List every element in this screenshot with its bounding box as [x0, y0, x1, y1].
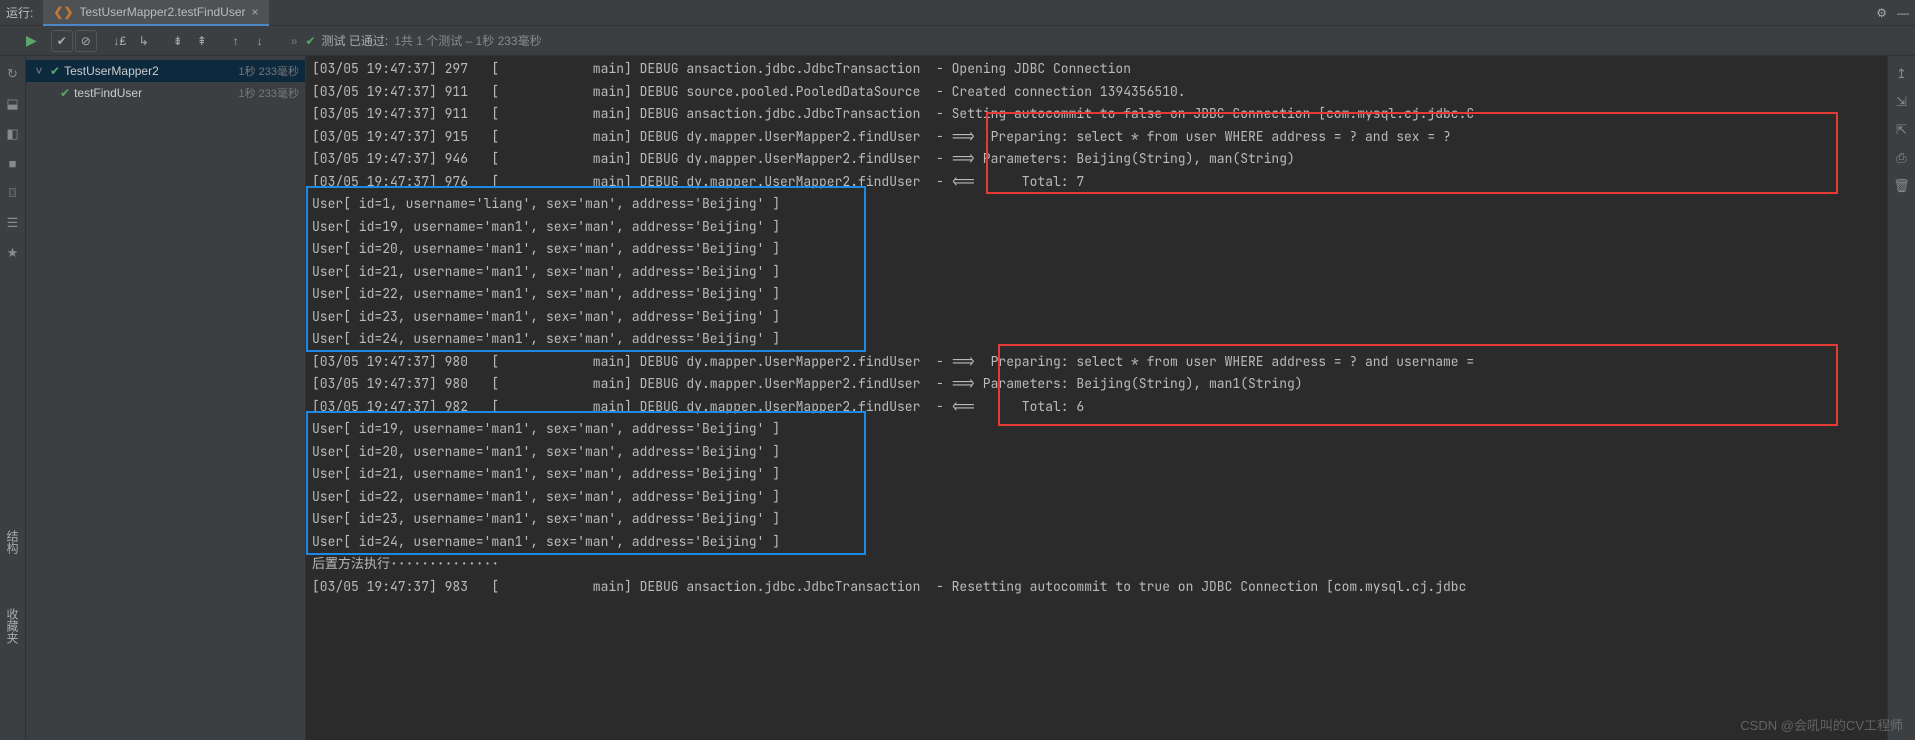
log-line: [03/05 19:47:37] 911 [ main] DEBUG ansac… — [312, 103, 1881, 126]
test-status: ✔ 测试 已通过: 1共 1 个测试 – 1秒 233毫秒 — [305, 32, 541, 49]
log-line: [03/05 19:47:37] 983 [ main] DEBUG ansac… — [312, 576, 1881, 599]
log-line: [03/05 19:47:37] 980 [ main] DEBUG dy.ma… — [312, 351, 1881, 374]
play-button[interactable]: ▶ — [26, 32, 37, 49]
log-line: User[ id=19, username='man1', sex='man',… — [312, 418, 1881, 441]
run-label: 运行: — [6, 4, 33, 21]
rerun-icon[interactable]: ↻ — [7, 66, 18, 82]
sort2-button[interactable]: ↳ — [133, 30, 155, 52]
expand-button[interactable]: ⇟ — [167, 30, 189, 52]
log-line: 后置方法执行·············· — [312, 553, 1881, 576]
test-root-row[interactable]: ˅ ✔ TestUserMapper2 1秒 233毫秒 — [26, 60, 305, 82]
gear-icon[interactable]: ⚙ — [1876, 6, 1887, 20]
check-icon: ✔ — [305, 34, 315, 48]
log-line: User[ id=1, username='liang', sex='man',… — [312, 193, 1881, 216]
layout2-icon[interactable]: ◧ — [6, 126, 18, 142]
debug-icon[interactable]: ⌼ — [9, 185, 17, 201]
header-actions: ⚙ — — [1876, 6, 1909, 20]
minimize-icon[interactable]: — — [1897, 6, 1909, 20]
softwrap2-icon[interactable]: ⇱ — [1896, 122, 1907, 138]
log-line: [03/05 19:47:37] 982 [ main] DEBUG dy.ma… — [312, 396, 1881, 419]
test-root-label: TestUserMapper2 — [64, 64, 238, 78]
log-line: User[ id=21, username='man1', sex='man',… — [312, 463, 1881, 486]
pass-filter-button[interactable]: ✔ — [51, 30, 73, 52]
chevron-down-icon[interactable]: ˅ — [32, 64, 46, 78]
check-icon: ✔ — [50, 64, 60, 78]
next-button[interactable]: ↓ — [249, 30, 271, 52]
test-root-time: 1秒 233毫秒 — [238, 63, 299, 79]
main-area: ↻ ⬓ ◧ ■ ⌼ ☰ ★ ˅ ✔ TestUserMapper2 1秒 233… — [0, 56, 1915, 740]
log-line: User[ id=20, username='man1', sex='man',… — [312, 238, 1881, 261]
log-line: [03/05 19:47:37] 911 [ main] DEBUG sourc… — [312, 81, 1881, 104]
console-output[interactable]: [03/05 19:47:37] 297 [ main] DEBUG ansac… — [306, 56, 1887, 740]
layout-icon[interactable]: ⬓ — [6, 96, 18, 112]
collapse-button[interactable]: ⇞ — [191, 30, 213, 52]
sort-button[interactable]: ↓₤ — [109, 30, 131, 52]
test-child-time: 1秒 233毫秒 — [238, 85, 299, 101]
log-line: [03/05 19:47:37] 976 [ main] DEBUG dy.ma… — [312, 171, 1881, 194]
stop-icon[interactable]: ■ — [9, 156, 17, 171]
run-tab[interactable]: ❮❯ TestUserMapper2.testFindUser × — [43, 0, 268, 26]
log-line: User[ id=23, username='man1', sex='man',… — [312, 508, 1881, 531]
more-icon[interactable]: ☰ — [7, 215, 19, 231]
log-line: User[ id=23, username='man1', sex='man',… — [312, 306, 1881, 329]
softwrap-icon[interactable]: ⇲ — [1896, 94, 1907, 110]
top-bar: 运行: ❮❯ TestUserMapper2.testFindUser × ⚙ … — [0, 0, 1915, 26]
check-icon: ✔ — [60, 86, 70, 100]
log-line: [03/05 19:47:37] 297 [ main] DEBUG ansac… — [312, 58, 1881, 81]
close-icon[interactable]: × — [252, 5, 259, 19]
status-detail: 1共 1 个测试 – 1秒 233毫秒 — [394, 32, 541, 49]
log-line: [03/05 19:47:37] 946 [ main] DEBUG dy.ma… — [312, 148, 1881, 171]
log-line: User[ id=24, username='man1', sex='man',… — [312, 531, 1881, 554]
test-child-label: testFindUser — [74, 86, 238, 100]
side-label-structure[interactable]: 结构 — [2, 524, 23, 560]
log-line: User[ id=21, username='man1', sex='man',… — [312, 261, 1881, 284]
log-line: [03/05 19:47:37] 980 [ main] DEBUG dy.ma… — [312, 373, 1881, 396]
watermark: CSDN @会吼叫的CV工程师 — [1740, 715, 1903, 734]
test-tree: ˅ ✔ TestUserMapper2 1秒 233毫秒 ✔ testFindU… — [26, 56, 306, 740]
log-line: User[ id=22, username='man1', sex='man',… — [312, 486, 1881, 509]
log-line: User[ id=20, username='man1', sex='man',… — [312, 441, 1881, 464]
log-line: User[ id=19, username='man1', sex='man',… — [312, 216, 1881, 239]
ignore-filter-button[interactable]: ⊘ — [75, 30, 97, 52]
print-icon[interactable]: ⎙ — [1896, 150, 1906, 166]
prev-button[interactable]: ↑ — [225, 30, 247, 52]
right-gutter: ↥ ⇲ ⇱ ⎙ 🗑 — [1887, 56, 1915, 740]
pin-icon[interactable]: ★ — [7, 245, 19, 261]
test-tab-icon: ❮❯ — [53, 5, 73, 19]
status-text: 测试 已通过: — [322, 32, 389, 49]
scroll-top-icon[interactable]: ↥ — [1896, 66, 1907, 82]
separator: » — [291, 34, 298, 48]
trash-icon[interactable]: 🗑 — [1893, 178, 1910, 194]
test-child-row[interactable]: ✔ testFindUser 1秒 233毫秒 — [26, 82, 305, 104]
side-label-favorites[interactable]: 收藏夹 — [2, 602, 23, 650]
tab-title: TestUserMapper2.testFindUser — [79, 5, 245, 19]
log-line: [03/05 19:47:37] 915 [ main] DEBUG dy.ma… — [312, 126, 1881, 149]
log-line: User[ id=22, username='man1', sex='man',… — [312, 283, 1881, 306]
test-toolbar: ▶ ✔ ⊘ ↓₤ ↳ ⇟ ⇞ ↑ ↓ » ✔ 测试 已通过: 1共 1 个测试 … — [0, 26, 1915, 56]
log-line: User[ id=24, username='man1', sex='man',… — [312, 328, 1881, 351]
